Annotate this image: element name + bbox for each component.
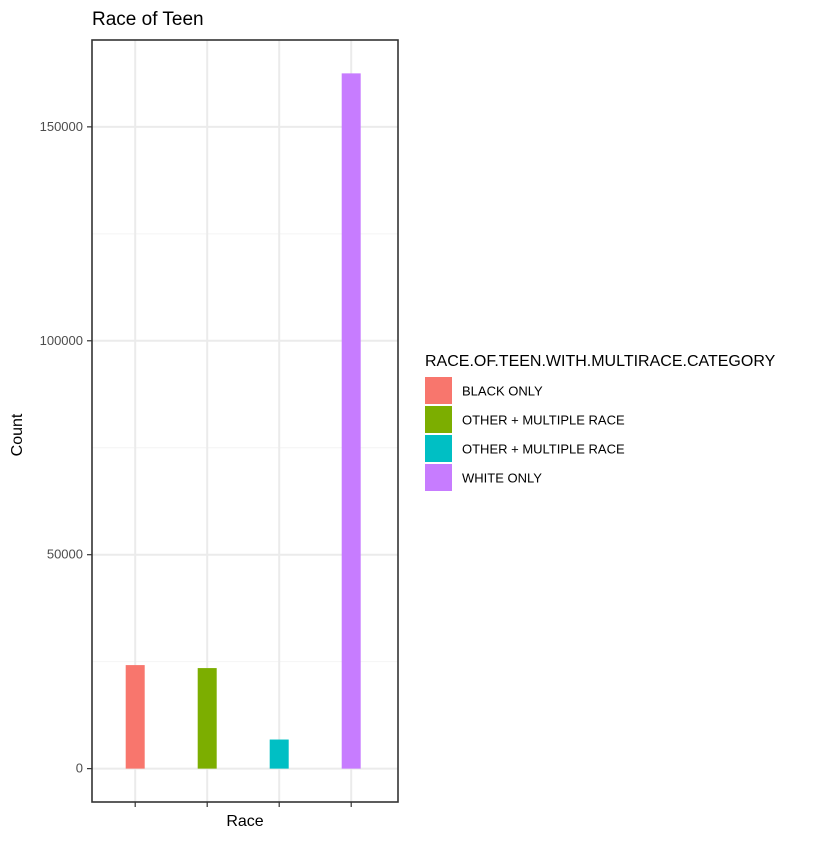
panel-border — [91, 39, 399, 803]
x-axis-title: Race — [226, 813, 263, 830]
y-tick-label: 150000 — [40, 119, 83, 134]
bar — [197, 668, 217, 769]
legend: RACE.OF.TEEN.WITH.MULTIRACE.CATEGORY BLA… — [425, 353, 776, 491]
y-tick-label: 50000 — [47, 547, 83, 562]
bar — [341, 73, 361, 769]
legend-key — [425, 464, 452, 491]
y-tick-label: 0 — [76, 761, 83, 776]
legend-label: OTHER + MULTIPLE RACE — [462, 413, 625, 428]
bar — [269, 739, 289, 769]
legend-key — [425, 406, 452, 433]
legend-key — [425, 435, 452, 462]
plot-area: 0 50000 100000 150000 — [40, 39, 399, 807]
legend-key — [425, 377, 452, 404]
legend-label: OTHER + MULTIPLE RACE — [462, 442, 625, 457]
chart-title: Race of Teen — [92, 9, 204, 30]
legend-title: RACE.OF.TEEN.WITH.MULTIRACE.CATEGORY — [425, 353, 776, 370]
legend-label: BLACK ONLY — [462, 384, 543, 399]
y-axis-title: Count — [9, 413, 26, 456]
bar — [125, 665, 145, 769]
legend-label: WHITE ONLY — [462, 471, 542, 486]
y-tick-label: 100000 — [40, 333, 83, 348]
